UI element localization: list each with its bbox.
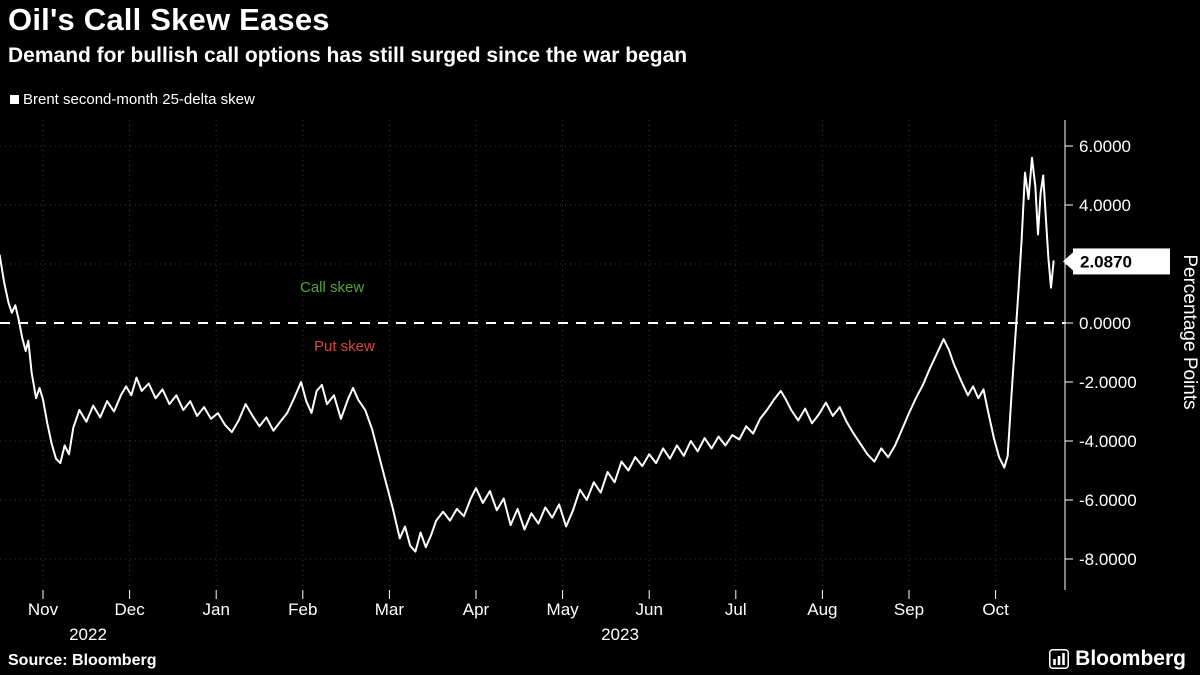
source-text: Source: Bloomberg [8, 652, 157, 669]
bloomberg-logo-icon [1049, 649, 1070, 669]
x-tick-label: Mar [375, 600, 405, 619]
y-tick-label: 0.0000 [1079, 314, 1131, 333]
legend-label: Brent second-month 25-delta skew [23, 91, 255, 108]
legend-square-icon [10, 95, 19, 104]
legend: Brent second-month 25-delta skew [10, 91, 255, 108]
x-year-label: 2023 [601, 625, 639, 644]
x-tick-label: Nov [28, 600, 59, 619]
x-tick-label: Apr [463, 600, 490, 619]
last-value-badge [1073, 248, 1170, 275]
bloomberg-logo: Bloomberg [1049, 647, 1186, 671]
y-tick-label: -2.0000 [1079, 373, 1137, 392]
y-tick-label: -6.0000 [1079, 491, 1137, 510]
x-tick-label: Oct [982, 600, 1009, 619]
y-axis-title: Percentage Points [1179, 254, 1200, 409]
annotation-put-skew: Put skew [314, 338, 375, 355]
x-tick-label: Jun [635, 600, 662, 619]
x-tick-label: Feb [288, 600, 317, 619]
last-value-label: 2.0870 [1080, 252, 1132, 271]
last-value-arrow [1063, 251, 1074, 272]
annotation-call-skew: Call skew [300, 279, 364, 296]
y-tick-label: -8.0000 [1079, 550, 1137, 569]
x-tick-label: Jul [725, 600, 747, 619]
y-tick-label: -4.0000 [1079, 432, 1137, 451]
bloomberg-logo-text: Bloomberg [1075, 647, 1186, 670]
series-line [0, 156, 1055, 553]
chart-subtitle: Demand for bullish call options has stil… [8, 44, 688, 67]
x-tick-label: Aug [807, 600, 837, 619]
y-tick-label: 4.0000 [1079, 196, 1131, 215]
x-tick-label: Sep [894, 600, 924, 619]
y-tick-label: 6.0000 [1079, 137, 1131, 156]
x-tick-label: Jan [202, 600, 229, 619]
x-year-label: 2022 [69, 625, 107, 644]
page-title: Oil's Call Skew Eases [8, 2, 330, 37]
x-tick-label: May [547, 600, 580, 619]
x-tick-label: Dec [114, 600, 145, 619]
